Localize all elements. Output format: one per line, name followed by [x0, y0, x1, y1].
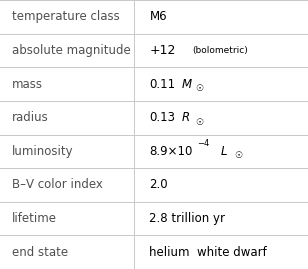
Text: helium  white dwarf: helium white dwarf — [149, 246, 267, 259]
Text: end state: end state — [12, 246, 68, 259]
Text: ☉: ☉ — [196, 118, 204, 126]
Text: 2.8 trillion yr: 2.8 trillion yr — [149, 212, 225, 225]
Text: M6: M6 — [149, 10, 167, 23]
Text: luminosity: luminosity — [12, 145, 74, 158]
Text: 0.11: 0.11 — [149, 77, 176, 91]
Text: mass: mass — [12, 77, 43, 91]
Text: (bolometric): (bolometric) — [192, 46, 248, 55]
Text: lifetime: lifetime — [12, 212, 57, 225]
Text: ☉: ☉ — [234, 151, 242, 160]
Text: absolute magnitude: absolute magnitude — [12, 44, 131, 57]
Text: L: L — [220, 145, 227, 158]
Text: +12: +12 — [149, 44, 176, 57]
Text: B–V color index: B–V color index — [12, 178, 103, 192]
Text: temperature class: temperature class — [12, 10, 120, 23]
Text: 8.9×10: 8.9×10 — [149, 145, 193, 158]
Text: radius: radius — [12, 111, 49, 124]
Text: 2.0: 2.0 — [149, 178, 168, 192]
Text: ☉: ☉ — [196, 84, 204, 93]
Text: R: R — [182, 111, 190, 124]
Text: −4: −4 — [197, 139, 209, 148]
Text: 0.13: 0.13 — [149, 111, 175, 124]
Text: M: M — [182, 77, 192, 91]
